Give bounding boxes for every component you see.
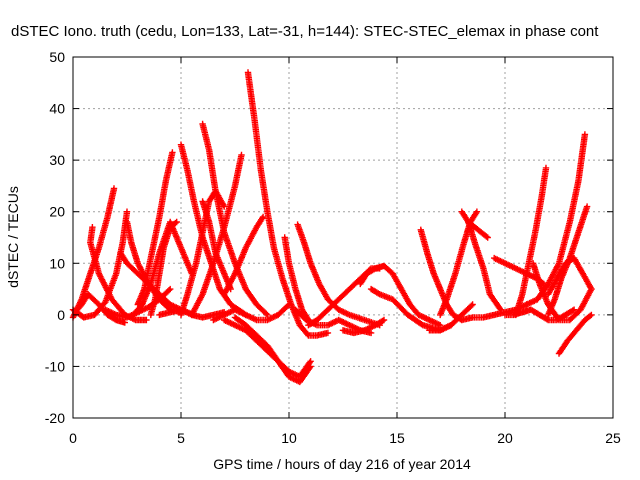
series-arc-21	[231, 314, 314, 386]
series-marks	[134, 149, 176, 308]
y-tick-label: 30	[49, 152, 65, 168]
y-tick-label: 20	[49, 204, 65, 220]
series-marks	[465, 218, 491, 241]
series-arc-11	[147, 218, 180, 319]
chart-title: dSTEC Iono. truth (cedu, Lon=133, Lat=-3…	[11, 23, 599, 40]
series-arc-18	[221, 213, 267, 298]
y-tick-label: 50	[49, 49, 65, 65]
series-marks	[147, 218, 180, 319]
series-arc-41	[545, 254, 595, 298]
series-marks	[210, 301, 293, 324]
data-series	[69, 69, 595, 386]
series-arc-17	[210, 301, 293, 324]
axis-ticks: 0 5 10 15 20 25 -20 -10 0 10 20 30 40 50	[45, 49, 621, 446]
series-arc-15	[188, 151, 245, 319]
series-marks	[294, 221, 383, 329]
series-arc-14	[199, 120, 271, 319]
series-arc-40	[555, 311, 595, 357]
series-arc-16	[199, 198, 234, 293]
series-arc-33	[465, 218, 491, 241]
series-arc-19	[244, 69, 332, 339]
series-arc-9	[134, 149, 176, 308]
series-marks	[545, 254, 595, 298]
series-arc-36	[512, 164, 550, 319]
y-tick-label: 10	[49, 255, 65, 271]
x-tick-label: 20	[497, 430, 513, 446]
series-marks	[188, 151, 245, 319]
y-tick-label: 40	[49, 101, 65, 117]
series-marks	[244, 69, 332, 339]
x-tick-label: 10	[281, 430, 297, 446]
x-tick-label: 25	[605, 430, 621, 446]
series-arc-30	[426, 301, 476, 334]
y-axis-label: dSTEC / TECUs	[5, 186, 21, 288]
series-arc-22	[281, 234, 312, 324]
series-marks	[231, 314, 314, 386]
x-tick-label: 5	[177, 430, 185, 446]
plot-frame	[72, 56, 614, 419]
x-tick-label: 15	[389, 430, 405, 446]
y-tick-label: -20	[45, 410, 65, 426]
series-marks	[512, 164, 550, 319]
series-marks	[426, 301, 476, 334]
y-tick-label: 0	[57, 307, 65, 323]
y-tick-label: -10	[45, 358, 65, 374]
series-marks	[555, 311, 595, 357]
series-marks	[199, 120, 271, 319]
series-marks	[281, 234, 312, 324]
series-arc-23	[294, 221, 383, 329]
series-arc-27	[339, 316, 388, 337]
series-marks	[339, 316, 388, 337]
series-marks	[221, 213, 267, 298]
series-arc-26	[357, 262, 444, 329]
series-marks	[199, 198, 234, 293]
x-axis-label: GPS time / hours of day 216 of year 2014	[213, 456, 471, 472]
x-tick-label: 0	[69, 430, 77, 446]
series-marks	[357, 262, 444, 329]
